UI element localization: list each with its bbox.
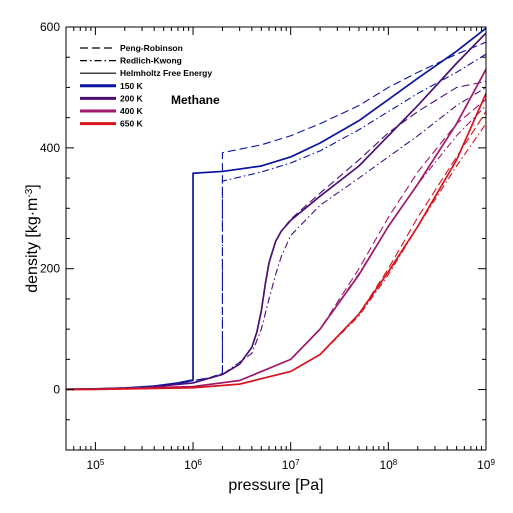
y-axis-title-main: density [kg·m [24, 198, 41, 293]
series-line-400k-helmholtz-free-energy [65, 68, 487, 391]
series-line-650k-redlich-kwong [65, 123, 487, 391]
x-tick-label: 105 [86, 458, 104, 473]
y-axis-title-superscript: -3 [24, 188, 35, 197]
legend-label: Peng-Robinson [120, 43, 183, 53]
y-tick-label: 0 [53, 383, 60, 397]
ticks-layer: 105 106 107 108 109 0 200 400 600 [40, 20, 495, 472]
series-line-650k-helmholtz-free-energy [65, 93, 487, 391]
series-line-200k-redlich-kwong [65, 86, 487, 390]
x-tick-label: 107 [282, 458, 300, 473]
legend-label: 400 K [120, 106, 144, 116]
legend-label: Helmholtz Free Energy [120, 68, 212, 78]
y-tick-label: 600 [40, 20, 60, 34]
series-layer [65, 27, 487, 391]
y-tick-label: 400 [40, 141, 60, 155]
legend-label: 650 K [120, 119, 144, 129]
y-tick-label: 200 [40, 262, 60, 276]
series-line-400k-peng-robinson [65, 99, 487, 391]
series-line-150k-redlich-kwong [65, 53, 487, 390]
x-axis-title: pressure [Pa] [228, 477, 323, 494]
x-tick-label: 109 [477, 458, 495, 473]
legend: Peng-Robinson Redlich-Kwong Helmholtz Free… [80, 43, 212, 129]
x-tick-label: 106 [184, 458, 202, 473]
y-axis-title-close: ] [24, 184, 41, 188]
legend-label: 150 K [120, 81, 144, 91]
methane-annotation: Methane [171, 93, 220, 107]
legend-label: Redlich-Kwong [120, 56, 182, 66]
x-tick-label: 108 [379, 458, 397, 473]
legend-label: 200 K [120, 93, 144, 103]
series-line-400k-redlich-kwong [65, 105, 487, 391]
series-line-650k-peng-robinson [65, 111, 487, 391]
y-axis-title: density [kg·m-3] [24, 184, 42, 293]
